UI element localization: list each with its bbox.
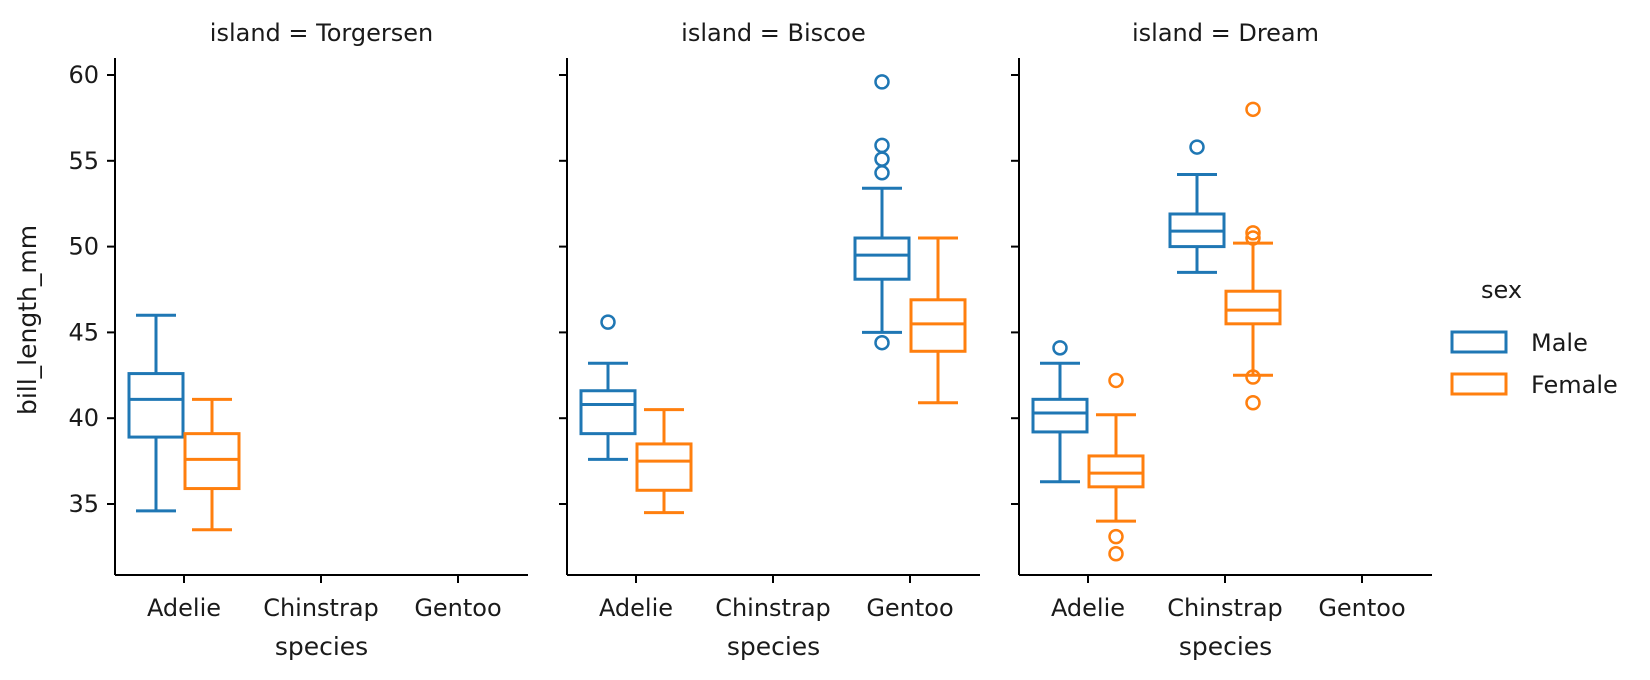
outlier-point (874, 334, 890, 351)
box-chinstrap-male (1168, 139, 1226, 274)
y-tick-label: 45 (68, 318, 99, 346)
facet-panels: island = Torgersen 35 40 45 50 55 60 Adelie Chin… (68, 19, 1432, 661)
panel-title: island = Biscoe (681, 19, 866, 47)
x-tick-label: Gentoo (414, 594, 501, 622)
x-tick-label: Adelie (147, 594, 221, 622)
x-axis-label: species (1179, 632, 1272, 661)
iqr-box (635, 442, 693, 492)
panel-title: island = Torgersen (210, 19, 433, 47)
box-adelie-male (579, 314, 637, 461)
y-tick-label: 40 (68, 404, 99, 432)
x-tick-label: Gentoo (866, 594, 953, 622)
outlier-point (874, 151, 890, 167)
outlier-point (1108, 546, 1124, 562)
box-adelie-female (635, 408, 693, 515)
iqr-box (127, 372, 185, 439)
outlier-point (1245, 369, 1261, 385)
iqr-box (1087, 454, 1145, 489)
box-adelie-female (1087, 372, 1145, 562)
legend: sex Male Female (1450, 276, 1618, 399)
outlier-point (1189, 139, 1205, 155)
y-tick-label: 35 (68, 490, 99, 518)
x-axis-label: species (727, 632, 820, 661)
y-tick-label: 60 (68, 61, 99, 89)
legend-label-male: Male (1531, 329, 1588, 357)
outlier-point (1052, 340, 1068, 356)
iqr-box (1224, 289, 1282, 326)
x-tick-label: Chinstrap (1167, 594, 1283, 622)
iqr-box (853, 236, 911, 281)
y-tick-label: 50 (68, 233, 99, 261)
x-tick-label: Adelie (599, 594, 673, 622)
iqr-box (909, 298, 967, 353)
outlier-point (1245, 230, 1261, 246)
outlier-point (874, 165, 890, 181)
box-adelie-male (127, 313, 185, 513)
box-gentoo-female (909, 236, 967, 405)
panel-1: island = Torgersen 35 40 45 50 55 60 Adelie Chin… (68, 19, 528, 661)
outlier-point (600, 314, 616, 330)
box-gentoo-male (853, 74, 911, 351)
x-tick-label: Chinstrap (263, 594, 379, 622)
panel-title: island = Dream (1132, 19, 1319, 47)
panel-2: island = Biscoe Adelie Chinstrap Gentoo spec… (559, 19, 980, 661)
box-adelie-female (183, 397, 241, 532)
y-tick-label: 55 (68, 147, 99, 175)
legend-swatch-female (1450, 372, 1508, 396)
box-adelie-male (1031, 340, 1089, 484)
outlier-point (1245, 101, 1261, 118)
x-tick-label: Adelie (1051, 594, 1125, 622)
outlier-point (1245, 395, 1261, 411)
x-tick-label: Chinstrap (715, 594, 831, 622)
legend-label-female: Female (1531, 371, 1618, 399)
outlier-point (1108, 372, 1124, 389)
x-axis-label: species (275, 632, 368, 661)
iqr-box (1031, 397, 1089, 434)
outlier-point (874, 137, 890, 154)
iqr-box (183, 432, 241, 491)
iqr-box (579, 389, 637, 436)
x-tick-label: Gentoo (1318, 594, 1405, 622)
outlier-point (1245, 225, 1261, 241)
outlier-point (874, 74, 890, 90)
y-axis-label: bill_length_mm (13, 225, 42, 415)
legend-title: sex (1481, 276, 1522, 304)
legend-swatch-male (1450, 330, 1508, 354)
box-chinstrap-female (1224, 101, 1282, 411)
panel-3: island = Dream Adelie Chinstrap Gentoo speci… (1011, 19, 1432, 661)
outlier-point (1108, 528, 1124, 545)
